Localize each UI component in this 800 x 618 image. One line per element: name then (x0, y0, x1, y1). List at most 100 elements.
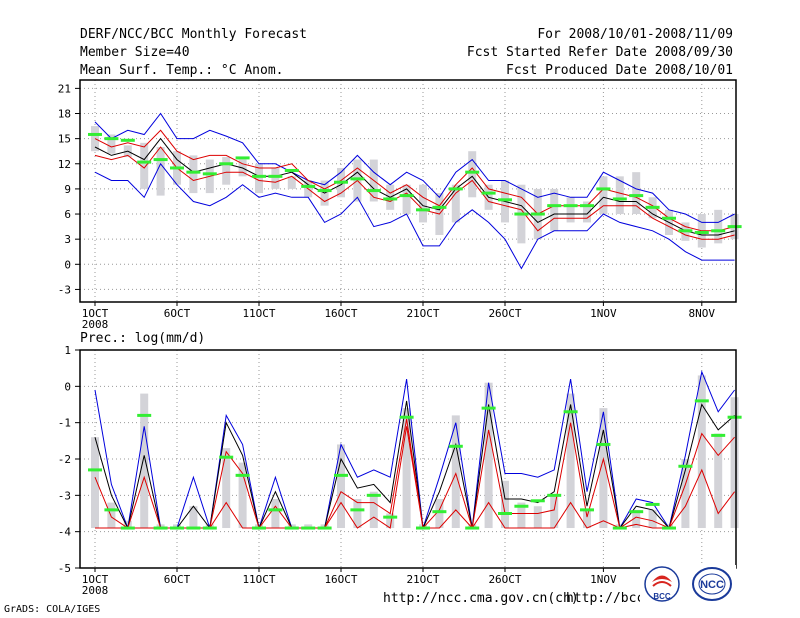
temp-spread-bar (189, 155, 198, 194)
temp-xtick-label: 26OCT (488, 307, 521, 320)
bcc-ncc-logos: BCC NCC (640, 565, 736, 605)
temp-plot-frame (79, 79, 737, 303)
precip-spread-bar (287, 524, 296, 529)
precip-line-mean (94, 400, 735, 530)
temp-line-max (94, 112, 735, 223)
member-size: Member Size=40 (80, 45, 190, 60)
precip-spread-bar (222, 448, 231, 529)
temp-xtick-label: 1OCT (82, 307, 109, 320)
temp-ytick-label: 6 (64, 208, 71, 221)
precip-year-label: 2008 (82, 584, 109, 597)
precip-spread-bar (304, 524, 313, 529)
bcc-url[interactable]: http://bcc. (566, 591, 653, 606)
precip-spread-bar (140, 393, 149, 529)
precip-ytick-label: -3 (58, 489, 71, 502)
precip-ytick-label: -5 (58, 562, 71, 575)
precip-xtick-label: 26OCT (488, 573, 521, 586)
precip-spread-bar (386, 513, 395, 529)
temp-spread-bar (156, 147, 165, 196)
temp-ytick-label: 18 (58, 108, 71, 121)
precip-title: Prec.: log(mm/d) (80, 331, 206, 346)
bcc-logo-text: BCC (653, 592, 671, 601)
precip-spread-bar (517, 502, 526, 529)
temp-spread-bar (632, 172, 641, 215)
temp-spread-bar (451, 184, 460, 223)
precip-spread-bar (533, 506, 542, 529)
grads-credit: GrADS: COLA/IGES (4, 604, 101, 615)
precip-spread-bar (123, 520, 132, 529)
precip-spread-bar (583, 509, 591, 529)
precip-spread-bar (337, 444, 345, 529)
temp-spread-bar (419, 184, 427, 223)
precip-spread-bar (697, 375, 706, 529)
precip-ytick-label: -2 (58, 453, 71, 466)
precip-spread-bar (107, 502, 116, 529)
precip-xtick-label: 1NOV (590, 573, 617, 586)
precip-spread-bar (599, 408, 608, 529)
precip-ytick-label: -1 (58, 417, 71, 430)
precip-spread-bar (484, 382, 493, 529)
temp-spread-bar (615, 176, 624, 215)
temp-line-min (94, 162, 735, 270)
temp-spread-bar (287, 176, 296, 189)
precip-spread-bar (238, 462, 247, 529)
temp-spread-bar (714, 209, 723, 244)
precip-ytick-label: 0 (64, 380, 71, 393)
temp-ytick-label: 0 (64, 258, 71, 271)
forecast-period: For 2008/10/01-2008/11/09 (537, 27, 733, 42)
temp-xtick-label: 16OCT (324, 307, 357, 320)
temp-ytick-label: -3 (58, 283, 71, 296)
temp-line-upper (94, 129, 735, 232)
temp-spread-bar (271, 167, 280, 189)
precip-spread-bar (730, 397, 739, 529)
precip-spread-bar (550, 495, 559, 529)
temp-year-label: 2008 (82, 318, 109, 331)
temp-xtick-label: 1NOV (590, 307, 617, 320)
temp-ytick-label: 9 (64, 183, 71, 196)
precip-spread-bar (681, 459, 690, 529)
temp-spread-bar (402, 184, 411, 215)
precip-spread-bar (271, 498, 280, 529)
precip-spread-bar (189, 506, 198, 529)
precip-xtick-label: 11OCT (242, 573, 275, 586)
precip-spread-bar (173, 524, 181, 529)
temp-ytick-label: 21 (58, 82, 71, 95)
temp-spread-bar (599, 176, 608, 215)
temp-spread-bar (255, 163, 263, 194)
temp-xtick-label: 8NOV (689, 307, 716, 320)
precip-spread-bar (648, 509, 657, 529)
precip-spread-bar (369, 491, 378, 529)
ncc-url[interactable]: http://ncc.cma.gov.cn(ch) (383, 591, 579, 606)
temp-xtick-label: 6OCT (164, 307, 191, 320)
temp-ytick-label: 3 (64, 233, 71, 246)
bcc-logo: BCC (644, 566, 680, 602)
temp-ytick-label: 12 (58, 158, 71, 171)
temp-spread-bar (583, 201, 591, 223)
precip-spread-bar (501, 480, 509, 529)
precip-spread-bar (451, 415, 460, 529)
temp-spread-bar (140, 142, 149, 189)
precip-spread-bar (566, 393, 575, 529)
precip-spread-bar (714, 433, 723, 529)
temp-spread-bar (566, 197, 575, 223)
precip-spread-bar (91, 437, 99, 529)
temp-spread-bar (550, 188, 559, 231)
temp-spread-bar (107, 134, 116, 154)
precip-xtick-label: 21OCT (406, 573, 439, 586)
produced-date: Fcst Produced Date 2008/10/01 (506, 63, 733, 78)
ncc-logo: NCC (692, 567, 732, 601)
precip-spread-bar (435, 498, 444, 529)
precip-xtick-label: 16OCT (324, 573, 357, 586)
precip-spread-bar (353, 498, 362, 529)
precip-spread-bar (632, 509, 641, 529)
temp-line-mean (94, 137, 735, 236)
precip-ytick-label: -4 (58, 526, 72, 539)
temp-ytick-label: 15 (58, 133, 71, 146)
start-date: Fcst Started Refer Date 2008/09/30 (466, 45, 733, 60)
temp-spread-bar (222, 157, 231, 185)
variable-label: Mean Surf. Temp.: °C Anom. (80, 63, 284, 78)
precip-xtick-label: 1OCT (82, 573, 109, 586)
precip-spread-bar (402, 408, 411, 529)
temp-xtick-label: 11OCT (242, 307, 275, 320)
